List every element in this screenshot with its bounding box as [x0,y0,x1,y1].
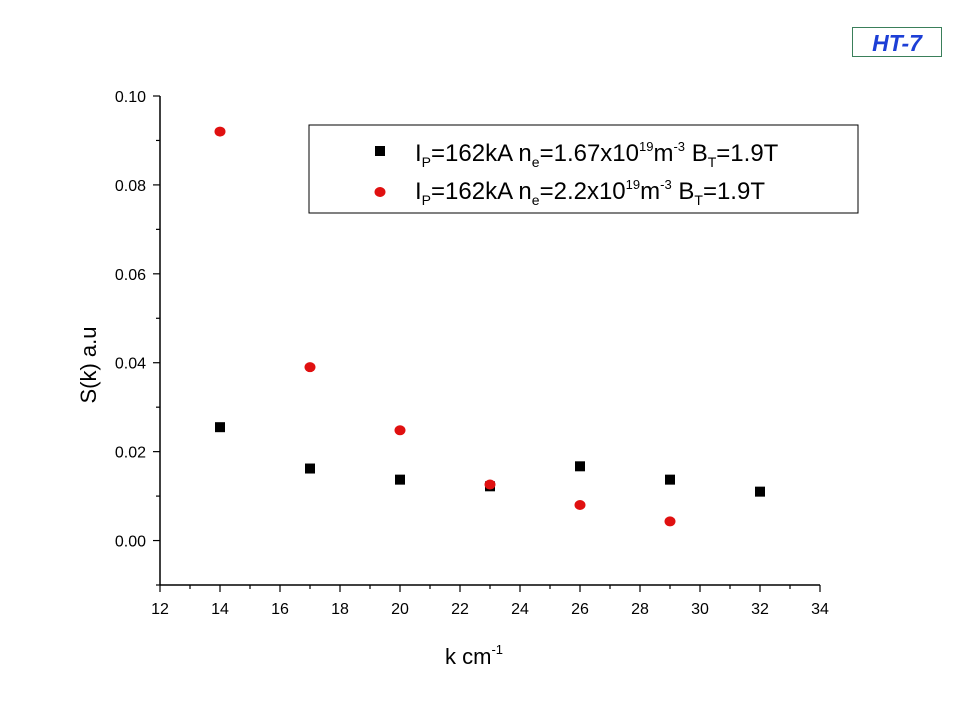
y-tick-label: 0.02 [115,445,146,462]
x-tick-label: 26 [571,601,589,618]
x-tick-label: 28 [631,601,649,618]
legend-entry-1: IP=162kA ne=1.67x1019m-3 BT=1.9T [375,139,779,170]
legend-marker-square [375,146,385,156]
data-point-circle [664,516,676,527]
y-tick-label: 0.10 [115,89,146,106]
x-tick-label: 34 [811,601,829,618]
data-point-square [395,474,405,485]
x-tick-label: 18 [331,601,349,618]
data-point-circle [214,126,226,137]
data-point-square [215,422,225,433]
data-point-square [665,474,675,485]
tick-labels: 12 14 16 18 20 22 24 26 28 30 32 34 0.00 0.02 0.04 0.06… [115,89,829,618]
data-point-circle [394,425,406,436]
data-point-circle [484,479,496,490]
x-tick-label: 24 [511,601,529,618]
x-tick-label: 22 [451,601,469,618]
x-tick-label: 16 [271,601,289,618]
y-tick-label: 0.00 [115,534,146,551]
data-point-square [305,463,315,474]
tick-marks [153,95,821,592]
x-tick-label: 20 [391,601,409,618]
ht7-badge: HT-7 [852,27,942,57]
legend-box [308,124,859,214]
legend-label-1: IP=162kA ne=1.67x1019m-3 BT=1.9T [415,139,779,170]
x-axis-title: k cm-1 [445,642,503,669]
legend-entry-2: IP=162kA ne=2.2x1019m-3 BT=1.9T [374,177,765,208]
data-points [214,126,765,527]
data-point-square [575,461,585,472]
data-point-square [755,486,765,497]
legend-label-2: IP=162kA ne=2.2x1019m-3 BT=1.9T [415,177,765,208]
y-tick-label: 0.08 [115,178,146,195]
x-tick-label: 32 [751,601,769,618]
y-tick-label: 0.06 [115,267,146,284]
x-tick-label: 14 [211,601,229,618]
y-axis-title: S(k) a.u [76,326,101,403]
y-tick-label: 0.04 [115,356,146,373]
legend-marker-circle [374,187,386,197]
data-point-circle [304,362,316,373]
data-point-circle [574,499,586,510]
x-tick-label: 12 [151,601,169,618]
x-tick-label: 30 [691,601,709,618]
